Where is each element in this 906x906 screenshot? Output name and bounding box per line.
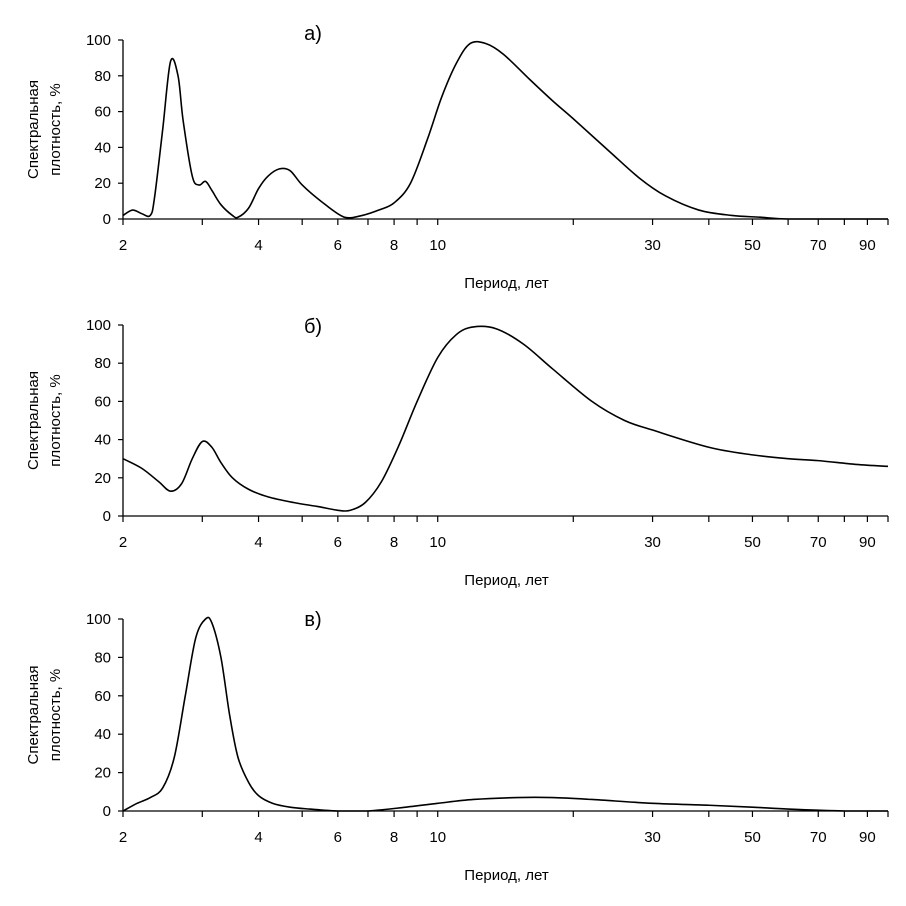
y-tick-label: 20	[94, 470, 111, 487]
x-axis-title: Период, лет	[464, 867, 549, 884]
y-tick-label: 0	[103, 211, 111, 228]
x-tick-label: 2	[119, 829, 127, 846]
x-tick-label: 8	[390, 237, 398, 254]
x-tick-label: 70	[810, 237, 827, 254]
x-tick-label: 70	[810, 829, 827, 846]
x-tick-label: 6	[334, 237, 342, 254]
chart-panel-1: 0 20 40 60 80 100 2 4 6 8 10 30 50 70 90 Период, лет Спе…	[25, 23, 889, 292]
y-tick-label: 60	[94, 104, 111, 121]
x-tick-label: 8	[390, 829, 398, 846]
y-axis-title-line-2: плотность, %	[47, 669, 64, 761]
x-tick-label: 10	[429, 534, 446, 551]
y-tick-label: 20	[94, 175, 111, 192]
y-axis-title-line-1: Спектральная	[25, 371, 42, 470]
x-tick-label: 50	[744, 237, 761, 254]
panel-label: б)	[304, 316, 322, 338]
y-tick-label: 80	[94, 68, 111, 85]
series-line-в	[122, 616, 888, 812]
x-tick-label: 6	[334, 534, 342, 551]
y-tick-label: 0	[103, 508, 111, 525]
x-tick-label: 6	[334, 829, 342, 846]
x-tick-label: 30	[644, 534, 661, 551]
chart-panel-3: 0 20 40 60 80 100 2 4 6 8 10 30 50 70 90 Период, лет Спе…	[25, 609, 889, 884]
y-axis-title-line-2: плотность, %	[47, 374, 64, 466]
x-tick-label: 2	[119, 237, 127, 254]
x-tick-label: 4	[254, 237, 262, 254]
y-tick-label: 60	[94, 393, 111, 410]
y-tick-label: 100	[86, 611, 111, 628]
y-tick-label: 40	[94, 139, 111, 156]
chart-panel-2: 0 20 40 60 80 100 2 4 6 8 10 30 50 70 90 Период, лет Спе…	[25, 316, 889, 589]
y-tick-label: 80	[94, 649, 111, 666]
x-tick-label: 50	[744, 829, 761, 846]
x-tick-label: 8	[390, 534, 398, 551]
x-tick-label: 2	[119, 534, 127, 551]
y-tick-label: 40	[94, 432, 111, 449]
y-tick-label: 0	[103, 803, 111, 820]
y-axis-title-line-2: плотность, %	[47, 83, 64, 175]
y-axis-title-line-1: Спектральная	[25, 666, 42, 765]
x-tick-label: 30	[644, 237, 661, 254]
y-tick-label: 20	[94, 765, 111, 782]
series-line-а	[122, 40, 888, 220]
x-tick-label: 30	[644, 829, 661, 846]
x-axis-title: Период, лет	[464, 275, 549, 292]
x-tick-label: 50	[744, 534, 761, 551]
y-tick-label: 100	[86, 317, 111, 334]
y-axis-title-line-1: Спектральная	[25, 80, 42, 179]
x-tick-label: 4	[254, 534, 262, 551]
x-tick-label: 10	[429, 237, 446, 254]
panel-label: в)	[304, 609, 321, 631]
x-tick-label: 90	[859, 534, 876, 551]
series-line-б	[122, 325, 889, 512]
x-tick-label: 4	[254, 829, 262, 846]
y-tick-label: 100	[86, 32, 111, 49]
y-tick-label: 60	[94, 688, 111, 705]
x-tick-label: 90	[859, 237, 876, 254]
x-axis-title: Период, лет	[464, 572, 549, 589]
y-tick-label: 40	[94, 726, 111, 743]
x-tick-label: 70	[810, 534, 827, 551]
y-tick-label: 80	[94, 355, 111, 372]
x-tick-label: 10	[429, 829, 446, 846]
x-tick-label: 90	[859, 829, 876, 846]
panel-label: а)	[304, 23, 322, 45]
